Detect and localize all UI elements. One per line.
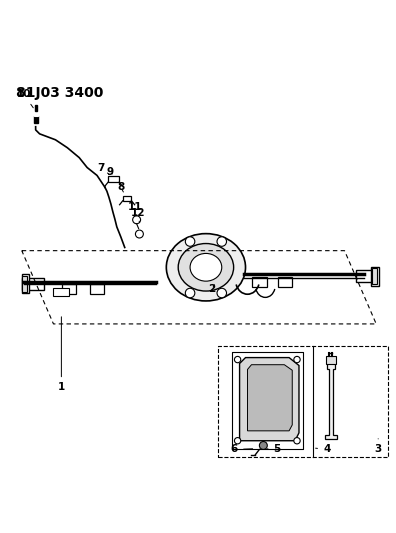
- Text: 12: 12: [131, 208, 145, 222]
- Bar: [372, 268, 377, 284]
- Bar: [22, 274, 29, 294]
- Circle shape: [259, 441, 267, 449]
- Bar: [356, 270, 378, 282]
- Bar: [326, 357, 336, 364]
- Ellipse shape: [178, 244, 234, 291]
- Bar: [53, 288, 69, 296]
- Text: 6: 6: [231, 445, 253, 455]
- Bar: [35, 106, 37, 111]
- Text: 8: 8: [117, 182, 124, 192]
- Circle shape: [217, 288, 227, 298]
- Bar: [252, 277, 267, 287]
- Text: 9: 9: [107, 167, 114, 177]
- Polygon shape: [248, 365, 292, 431]
- Bar: [34, 116, 38, 123]
- Polygon shape: [325, 361, 337, 439]
- Ellipse shape: [190, 253, 222, 281]
- Polygon shape: [240, 358, 299, 441]
- Circle shape: [135, 230, 143, 238]
- Circle shape: [234, 438, 241, 444]
- Bar: [123, 196, 131, 201]
- Circle shape: [133, 216, 141, 224]
- Text: 3: 3: [375, 439, 382, 455]
- Bar: [371, 266, 379, 286]
- Bar: [278, 277, 292, 287]
- Circle shape: [217, 237, 227, 246]
- Bar: [62, 284, 76, 294]
- Circle shape: [294, 438, 300, 444]
- Bar: [90, 284, 104, 294]
- Bar: [22, 278, 44, 290]
- Circle shape: [294, 357, 300, 363]
- Text: 7: 7: [97, 163, 109, 174]
- Bar: [218, 346, 388, 457]
- Text: 81J03 3400: 81J03 3400: [16, 86, 103, 100]
- Bar: [34, 111, 38, 116]
- Text: 4: 4: [316, 445, 330, 455]
- Ellipse shape: [166, 233, 246, 301]
- Text: 1: 1: [58, 317, 65, 392]
- Circle shape: [234, 357, 241, 363]
- Text: 11: 11: [128, 202, 142, 216]
- Text: 5: 5: [267, 445, 281, 455]
- Bar: [108, 176, 119, 182]
- Bar: [22, 276, 27, 292]
- Text: 10: 10: [17, 89, 33, 108]
- Circle shape: [185, 288, 195, 298]
- Text: 2: 2: [208, 285, 215, 294]
- Circle shape: [185, 237, 195, 246]
